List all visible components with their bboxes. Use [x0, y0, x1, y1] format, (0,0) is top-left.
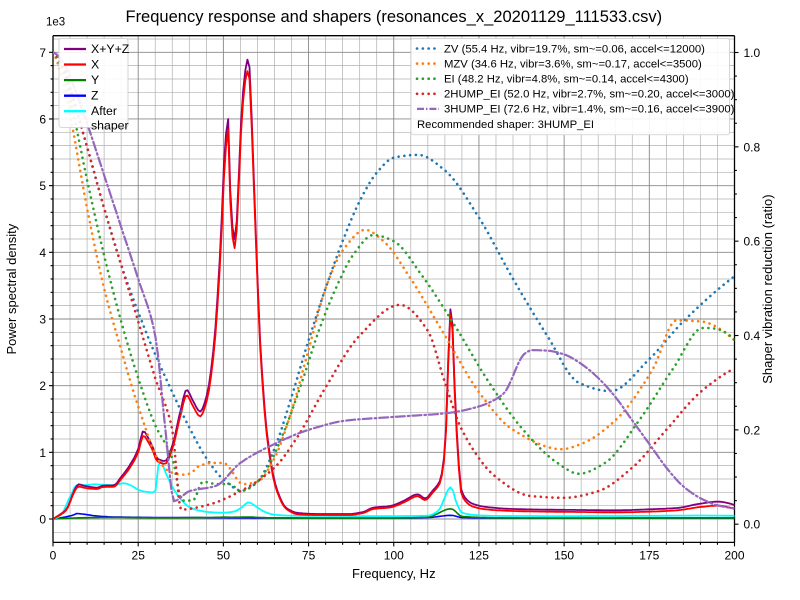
svg-text:0.2: 0.2 [744, 423, 761, 437]
svg-text:Frequency, Hz: Frequency, Hz [352, 566, 436, 581]
svg-text:175: 175 [639, 548, 659, 562]
svg-text:Shaper vibration reduction (ra: Shaper vibration reduction (ratio) [760, 194, 775, 383]
svg-text:4: 4 [39, 246, 46, 260]
svg-text:3HUMP_EI (72.6 Hz, vibr=1.4%,: 3HUMP_EI (72.6 Hz, vibr=1.4%, sm~=0.16, … [444, 104, 735, 116]
svg-text:6: 6 [39, 113, 46, 127]
svg-text:200: 200 [724, 548, 744, 562]
svg-text:ZV (55.4 Hz, vibr=19.7%, sm~=0: ZV (55.4 Hz, vibr=19.7%, sm~=0.06, accel… [444, 43, 705, 55]
svg-text:75: 75 [302, 548, 316, 562]
svg-text:X: X [91, 58, 99, 72]
svg-text:shaper: shaper [91, 118, 129, 132]
svg-text:5: 5 [39, 179, 46, 193]
svg-text:150: 150 [554, 548, 574, 562]
svg-text:EI (48.2 Hz, vibr=4.8%, sm~=0.: EI (48.2 Hz, vibr=4.8%, sm~=0.14, accel<… [444, 74, 689, 86]
svg-text:1.0: 1.0 [744, 46, 761, 60]
svg-text:2HUMP_EI (52.0 Hz, vibr=2.7%,: 2HUMP_EI (52.0 Hz, vibr=2.7%, sm~=0.20, … [444, 89, 735, 101]
svg-text:50: 50 [217, 548, 231, 562]
svg-text:Power spectral density: Power spectral density [4, 223, 19, 354]
svg-text:25: 25 [132, 548, 146, 562]
svg-text:MZV (34.6 Hz, vibr=3.6%, sm~=0: MZV (34.6 Hz, vibr=3.6%, sm~=0.17, accel… [444, 58, 702, 70]
svg-text:X+Y+Z: X+Y+Z [91, 42, 130, 56]
svg-text:1: 1 [39, 446, 46, 460]
svg-text:Z: Z [91, 89, 99, 103]
svg-text:0.8: 0.8 [744, 140, 761, 154]
svg-text:After: After [91, 104, 117, 118]
svg-text:125: 125 [469, 548, 489, 562]
svg-text:100: 100 [384, 548, 404, 562]
svg-text:Recommended shaper: 3HUMP_EI: Recommended shaper: 3HUMP_EI [417, 119, 594, 131]
svg-text:1e3: 1e3 [46, 17, 65, 29]
svg-text:7: 7 [39, 46, 46, 60]
svg-text:Y: Y [91, 73, 99, 87]
svg-text:Frequency response and shapers: Frequency response and shapers (resonanc… [125, 8, 662, 26]
svg-text:0: 0 [50, 548, 57, 562]
svg-text:2: 2 [39, 379, 46, 393]
svg-text:0.6: 0.6 [744, 235, 761, 249]
svg-text:0.0: 0.0 [744, 518, 761, 532]
svg-text:0: 0 [39, 513, 46, 527]
svg-text:0.4: 0.4 [744, 329, 761, 343]
svg-text:3: 3 [39, 313, 46, 327]
